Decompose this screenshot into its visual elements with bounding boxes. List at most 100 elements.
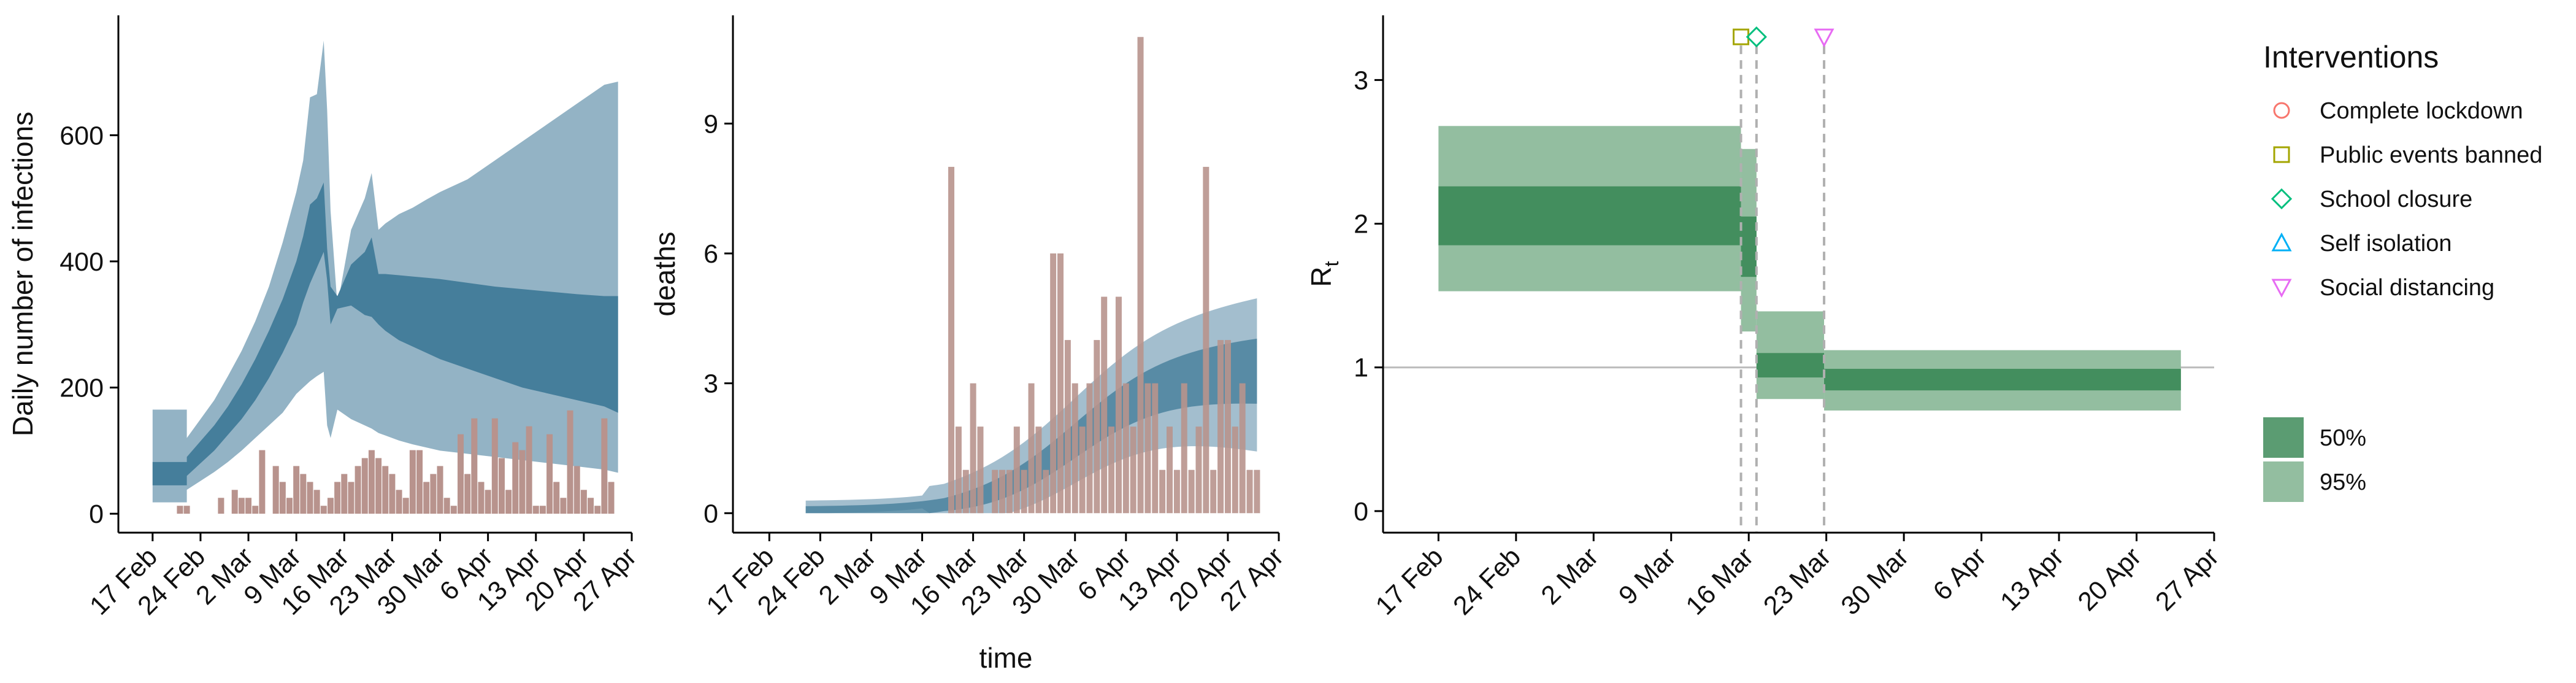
bar [1094, 340, 1100, 514]
bar [402, 498, 409, 514]
legend-marker [2273, 146, 2290, 163]
bar [546, 434, 553, 514]
x-tick-label: 6 Apr [1928, 542, 1992, 606]
y-axis-title: deaths [649, 231, 681, 316]
bar [970, 383, 976, 514]
bar [437, 466, 443, 514]
bar [238, 498, 245, 514]
bar [396, 490, 402, 514]
y-tick-label: 6 [703, 239, 718, 269]
x-tick-label: 24 Feb [1447, 542, 1527, 621]
bar [458, 434, 464, 514]
x-tick-label: 17 Feb [1370, 542, 1449, 621]
bar [580, 490, 587, 514]
bar [948, 166, 954, 514]
bar [1122, 383, 1129, 514]
bar [382, 466, 389, 514]
bar [183, 506, 190, 514]
legend-marker [2271, 188, 2293, 210]
bar [1203, 166, 1209, 514]
x-tick-label: 30 Mar [1836, 542, 1915, 621]
bar [1021, 469, 1027, 514]
rt-band-50 [1756, 353, 1825, 378]
bar [1006, 469, 1013, 514]
bar [594, 506, 601, 514]
x-tick-label: 13 Apr [1995, 542, 2069, 617]
bar [601, 418, 608, 514]
legend-label: School closure [2320, 187, 2472, 212]
bar [409, 450, 416, 514]
bar [1224, 340, 1231, 514]
bar [553, 482, 560, 514]
bar [1254, 469, 1260, 514]
legend-label: Social distancing [2320, 275, 2494, 301]
y-tick-label: 1 [1354, 353, 1368, 383]
bar [341, 474, 348, 514]
bar [1101, 296, 1108, 514]
x-axis-title: time [979, 642, 1033, 674]
bar [1217, 340, 1224, 514]
y-tick-label: 200 [59, 374, 104, 403]
x-tick-label: 16 Mar [1681, 542, 1760, 621]
bar [573, 466, 580, 514]
bar [485, 490, 491, 514]
legend-label: Complete lockdown [2320, 98, 2523, 124]
y-tick-label: 3 [1354, 66, 1368, 95]
legend-marker [2271, 232, 2292, 252]
band-95 [152, 41, 618, 503]
bar [279, 482, 286, 514]
bar [519, 450, 526, 514]
bar [423, 482, 430, 514]
bar [307, 482, 313, 514]
legend-swatch [2263, 417, 2304, 458]
bar [1173, 469, 1180, 514]
intervention-marker [1814, 28, 1834, 48]
bar [1115, 296, 1122, 514]
y-tick-label: 400 [59, 247, 104, 277]
legend-title: Interventions [2263, 40, 2439, 74]
bar [320, 506, 327, 514]
bar [389, 474, 396, 514]
x-tick-label: 23 Mar [1758, 542, 1837, 621]
bar [1188, 469, 1195, 514]
y-axis-title-sub: t [1321, 261, 1343, 266]
bar [962, 469, 969, 514]
bar [1195, 426, 1202, 514]
bar [999, 469, 1006, 514]
bar [272, 466, 279, 514]
bar [1035, 426, 1042, 514]
bar [1028, 383, 1035, 514]
bar [608, 482, 615, 514]
bar [1159, 469, 1166, 514]
x-tick-label: 20 Apr [2072, 542, 2147, 617]
bar [498, 458, 505, 514]
legend-label: Public events banned [2320, 142, 2542, 168]
bar [1013, 426, 1020, 514]
bar [1152, 383, 1159, 514]
legend-marker [2271, 279, 2292, 298]
bar [588, 498, 594, 514]
y-tick-label: 0 [89, 500, 104, 529]
bar [1181, 383, 1187, 514]
bar [491, 418, 498, 514]
bar [992, 469, 999, 514]
bar [355, 466, 361, 514]
y-tick-label: 9 [703, 109, 718, 139]
bar [245, 498, 252, 514]
bar [218, 498, 224, 514]
bar [1210, 469, 1217, 514]
y-tick-label: 600 [59, 121, 104, 150]
bar [361, 458, 368, 514]
bar [1239, 383, 1246, 514]
bar [1108, 426, 1115, 514]
bar [1050, 253, 1057, 514]
legend: Interventions Complete lockdown Public eve… [2263, 40, 2542, 502]
bar [526, 426, 532, 514]
bar [464, 474, 471, 514]
legend-swatch [2263, 461, 2304, 502]
bar [177, 506, 183, 514]
bar [1137, 37, 1144, 514]
